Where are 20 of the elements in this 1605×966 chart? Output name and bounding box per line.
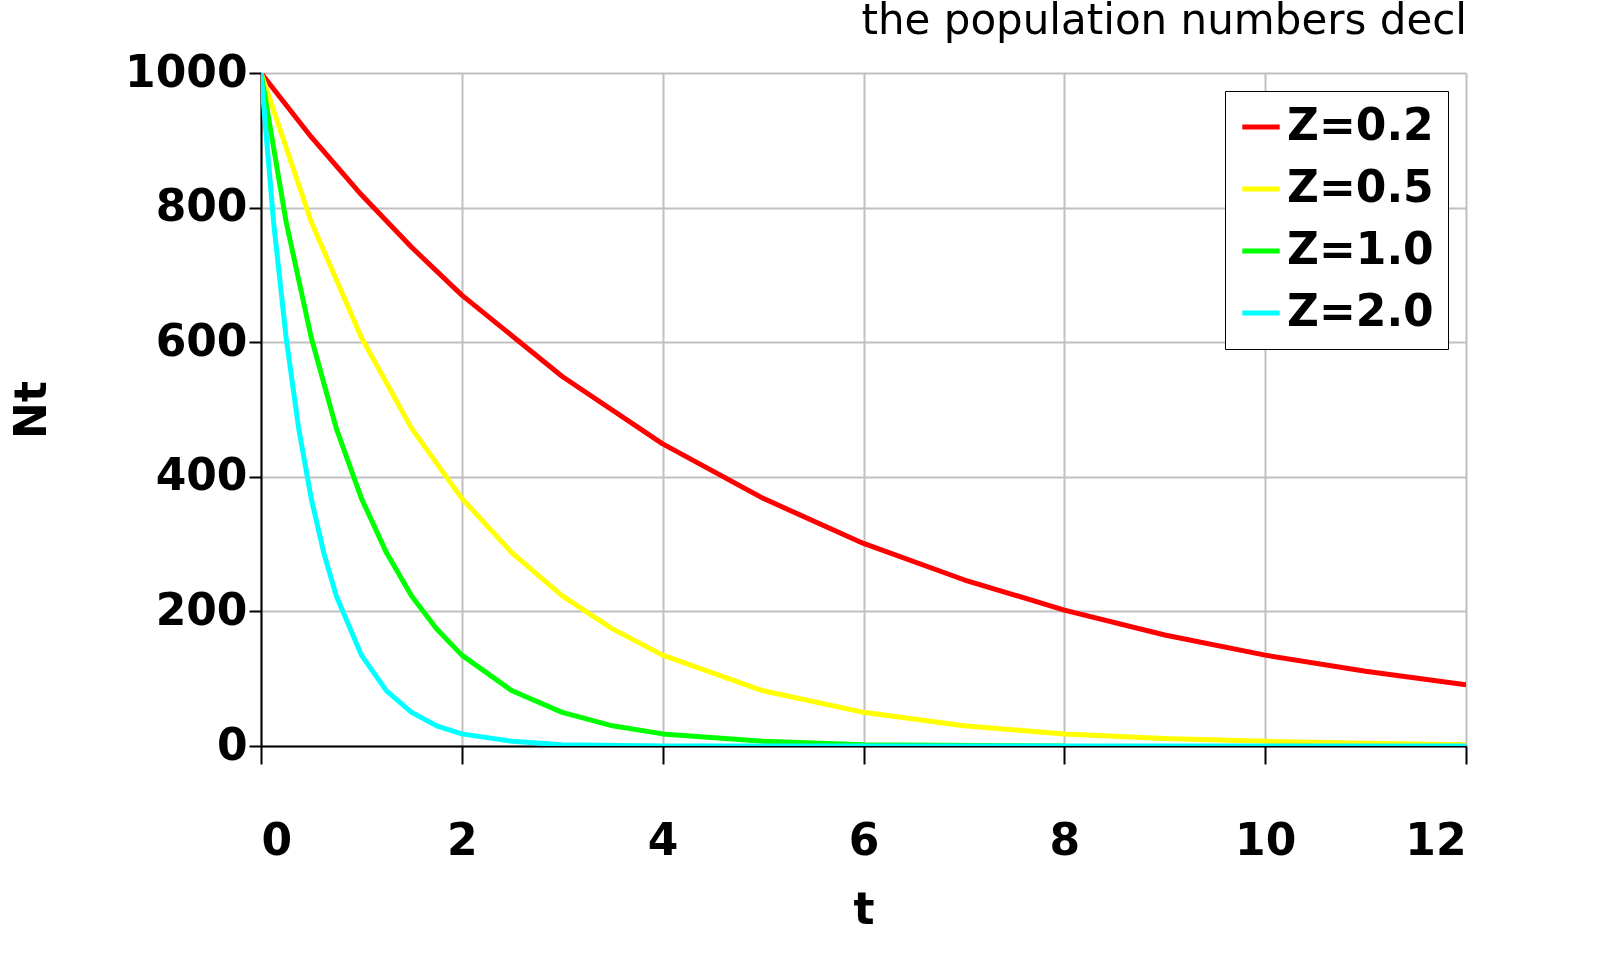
x-tick-label: 12 <box>1405 813 1467 865</box>
x-tick-label: 10 <box>1235 813 1297 865</box>
y-tick-label: 200 <box>155 583 248 635</box>
x-axis-title: t <box>853 882 875 934</box>
x-tick-label: 6 <box>848 813 880 865</box>
y-tick-label: 1000 <box>125 45 248 97</box>
chart-title: the population numbers decl <box>861 0 1467 44</box>
y-axis-title: Nt <box>5 381 57 439</box>
legend-label: Z=1.0 <box>1287 223 1434 274</box>
x-tick-label: 0 <box>261 813 293 865</box>
x-tick-label: 4 <box>647 813 679 865</box>
y-tick-label: 600 <box>155 314 248 366</box>
y-tick-label: 0 <box>216 718 248 770</box>
y-tick-label: 800 <box>155 180 248 232</box>
legend-label: Z=0.2 <box>1287 99 1434 150</box>
legend-label: Z=2.0 <box>1287 285 1434 336</box>
y-tick-label: 400 <box>155 449 248 501</box>
legend-label: Z=0.5 <box>1287 161 1434 212</box>
x-tick-label: 8 <box>1049 813 1081 865</box>
x-tick-label: 2 <box>447 813 478 865</box>
